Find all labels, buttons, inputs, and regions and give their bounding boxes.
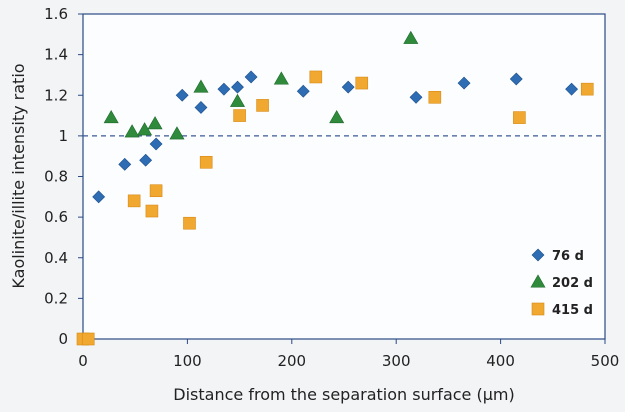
series-202-d [103, 30, 419, 140]
x-tick-label: 400 [486, 352, 515, 370]
diamond-marker [149, 137, 163, 151]
diamond-marker [341, 80, 355, 94]
diamond-marker [409, 90, 423, 104]
y-tick-label: 0.8 [44, 168, 68, 186]
plot-area [82, 13, 606, 340]
legend-square-icon [531, 302, 545, 316]
y-tick-label: 0.2 [44, 289, 68, 307]
diamond-marker [92, 190, 106, 204]
square-marker [183, 216, 196, 230]
triangle-marker [403, 30, 419, 44]
triangle-marker [193, 79, 209, 93]
y-tick-label: 0 [58, 330, 68, 348]
x-tick-label: 300 [382, 352, 411, 370]
y-tick-label: 1 [58, 127, 68, 145]
square-marker [428, 90, 442, 104]
square-marker [199, 155, 213, 169]
x-tick-label: 500 [591, 352, 620, 370]
x-tick-label: 100 [173, 352, 202, 370]
legend-label: 202 d [552, 276, 593, 291]
diamond-marker [175, 88, 189, 102]
triangle-marker [273, 71, 289, 85]
triangle-marker [103, 109, 119, 124]
square-marker [513, 111, 526, 124]
series-415-d [76, 70, 594, 346]
y-tick-label: 0.4 [44, 249, 68, 267]
square-marker [256, 99, 269, 112]
square-marker [145, 204, 159, 218]
triangle-marker [147, 116, 163, 130]
square-marker [81, 332, 95, 346]
diamond-marker [509, 72, 523, 86]
legend-item: 202 d [530, 274, 593, 291]
legend-label: 76 d [552, 249, 584, 264]
diamond-marker [231, 80, 244, 94]
diamond-marker [118, 157, 132, 171]
y-axis-title: Kaolinite/illite intensity ratio [9, 63, 28, 288]
y-tick-label: 0.6 [44, 208, 68, 226]
diamond-marker [244, 70, 258, 84]
x-axis-title: Distance from the separation surface (µm… [173, 385, 514, 404]
legend-item: 76 d [531, 248, 584, 264]
x-tick-label: 0 [78, 352, 88, 370]
legend-diamond-icon [531, 248, 545, 262]
y-tick-label: 1.2 [44, 86, 68, 104]
diamond-marker [217, 82, 231, 96]
triangle-marker [229, 93, 246, 107]
triangle-marker [169, 126, 185, 140]
diamond-marker [565, 82, 579, 96]
diamond-marker [194, 101, 208, 114]
legend-triangle-icon [530, 274, 546, 288]
legend-item: 415 d [531, 302, 593, 318]
square-marker [309, 70, 323, 84]
triangle-marker [329, 109, 345, 124]
y-tick-label: 1.4 [44, 46, 68, 64]
diamond-marker [296, 84, 310, 98]
square-marker [355, 76, 369, 90]
legend: 76 d 202 d 415 d [530, 248, 593, 318]
y-tick-label: 1.6 [44, 5, 68, 23]
square-marker [233, 109, 246, 122]
triangle-marker [124, 124, 140, 138]
square-marker [149, 184, 163, 198]
square-marker [580, 82, 594, 96]
square-marker [127, 194, 141, 208]
x-tick-label: 200 [277, 352, 306, 370]
diamond-marker [139, 153, 153, 167]
legend-label: 415 d [552, 303, 593, 318]
diamond-marker [457, 76, 471, 90]
series-76-d [92, 70, 579, 204]
